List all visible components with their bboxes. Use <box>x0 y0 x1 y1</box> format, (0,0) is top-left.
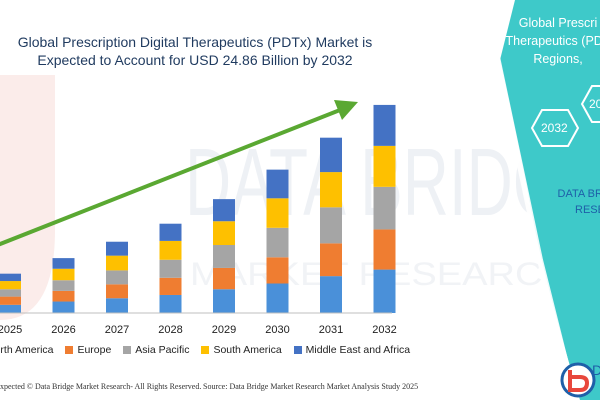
hex-shape-20 <box>580 85 600 123</box>
bar-segment-2032-south-america <box>373 145 396 187</box>
bar-segment-2027-south-america <box>106 255 128 271</box>
bar-segment-2027-middle-east-and-africa <box>106 241 128 256</box>
bar-segment-2032-asia-pacific <box>373 186 396 230</box>
bar-segment-2026-south-america <box>52 268 75 281</box>
bar-segment-2025-europe <box>0 296 21 305</box>
panel-brand-line: RESE <box>575 204 600 216</box>
hex-shape-2032 <box>530 109 580 147</box>
trend-arrow-head <box>334 100 358 120</box>
x-tick-label: 2032 <box>372 324 396 336</box>
bar-segment-2026-asia-pacific <box>52 280 75 291</box>
side-panel <box>482 0 600 400</box>
legend-item-north-america: North America <box>0 344 54 356</box>
legend-item-middle-east-and-africa: Middle East and Africa <box>293 344 411 357</box>
bar-segment-2031-south-america <box>320 172 342 208</box>
bar-segment-2029-south-america <box>213 221 235 246</box>
panel-title-line: Regions, <box>533 52 583 66</box>
bar-segment-2028-north-america <box>159 294 182 313</box>
bar-segment-2028-south-america <box>159 240 182 260</box>
bar-segment-2030-middle-east-and-africa <box>266 169 289 199</box>
legend-label: Europe <box>77 344 112 357</box>
side-panel-curve <box>482 0 578 400</box>
legend-item-europe: Europe <box>65 344 111 356</box>
bar-segment-2025-asia-pacific <box>0 289 21 297</box>
legend-label: North America <box>0 344 54 357</box>
x-tick-label: 2028 <box>158 324 182 336</box>
bar-segment-2032-middle-east-and-africa <box>373 104 396 146</box>
chart-title-line-2: Expected to Account for USD 24.86 Billio… <box>37 52 353 68</box>
x-tick-label: 2031 <box>319 324 343 336</box>
legend-label: South America <box>213 344 282 357</box>
side-panel-background <box>500 0 600 400</box>
bar-segment-2026-middle-east-and-africa <box>52 258 75 269</box>
bar-segment-2030-north-america <box>266 283 289 313</box>
bar-segment-2025-north-america <box>0 304 21 313</box>
bar-segment-2027-europe <box>106 284 128 299</box>
panel-title-line: Global Prescri <box>518 16 598 30</box>
bar-segment-2025-south-america <box>0 281 21 290</box>
logo-mark <box>568 370 590 392</box>
panel-title: Global Prescri Therapeutics (PDT Regions… <box>488 14 600 68</box>
legend-swatch <box>65 346 74 355</box>
bar-segment-2031-europe <box>320 243 342 277</box>
bar-segment-2029-asia-pacific <box>213 245 235 268</box>
legend-swatch <box>123 346 132 355</box>
bars-layer <box>0 104 396 313</box>
bar-segment-2028-middle-east-and-africa <box>159 223 182 241</box>
footer-source: Source: Data Bridge Market Research Mark… <box>203 382 419 391</box>
panel-brand-text: DATA BRIDG RESE <box>530 186 600 218</box>
x-tick-label: 2026 <box>51 324 75 336</box>
chart-title: Global Prescription Digital Therapeutics… <box>0 33 390 69</box>
bar-segment-2028-asia-pacific <box>159 259 182 278</box>
legend: North America Europe Asia Pacific South … <box>0 344 420 360</box>
trend-arrow-shaft <box>0 108 341 247</box>
bar-segment-2032-europe <box>373 229 396 270</box>
x-tick-label: 2029 <box>212 324 236 336</box>
bar-segment-2029-europe <box>213 267 235 290</box>
bar-segment-2029-middle-east-and-africa <box>213 199 235 222</box>
bar-segment-2032-north-america <box>373 269 396 313</box>
footer-copyright: xpected © Data Bridge Market Research- A… <box>0 382 202 391</box>
legend-label: Asia Pacific <box>135 344 190 357</box>
panel-brand-line: DATA BRIDG <box>557 188 600 200</box>
panel-title-line: Therapeutics (PDT <box>505 34 600 48</box>
hex-label-20: 20 <box>589 97 600 111</box>
legend-label: Middle East and Africa <box>305 344 411 357</box>
bar-segment-2030-asia-pacific <box>266 227 289 258</box>
data-bridge-logo-icon <box>560 362 596 398</box>
bar-segment-2029-north-america <box>213 289 235 313</box>
bar-segment-2028-europe <box>159 277 182 295</box>
legend-item-south-america: South America <box>201 344 282 357</box>
logo-text: D <box>592 362 600 378</box>
bar-segment-2026-north-america <box>52 301 75 313</box>
x-tick-label: 2025 <box>0 324 22 336</box>
bar-segment-2030-europe <box>266 257 289 284</box>
bar-segment-2030-south-america <box>266 198 289 228</box>
x-tick-label: 2027 <box>105 324 129 336</box>
legend-swatch <box>293 346 302 355</box>
bar-segment-2027-north-america <box>106 298 128 313</box>
bar-segment-2031-north-america <box>320 276 342 313</box>
x-tick-label: 2030 <box>265 324 289 336</box>
watermark-logo-shape <box>0 75 55 320</box>
bar-segment-2031-middle-east-and-africa <box>320 137 342 173</box>
trend-arrow <box>0 100 358 247</box>
x-tick-labels: 2025 2026 2027 2028 2029 2030 2031 2032 <box>0 324 397 336</box>
legend-swatch <box>201 346 210 355</box>
bar-segment-2031-asia-pacific <box>320 207 342 244</box>
legend-item-asia-pacific: Asia Pacific <box>123 344 190 357</box>
bar-segment-2025-middle-east-and-africa <box>0 273 21 282</box>
bar-segment-2027-asia-pacific <box>106 270 128 285</box>
bar-segment-2026-europe <box>52 290 75 302</box>
chart-title-line-1: Global Prescription Digital Therapeutics… <box>17 34 373 50</box>
hex-label-2032: 2032 <box>541 121 568 135</box>
